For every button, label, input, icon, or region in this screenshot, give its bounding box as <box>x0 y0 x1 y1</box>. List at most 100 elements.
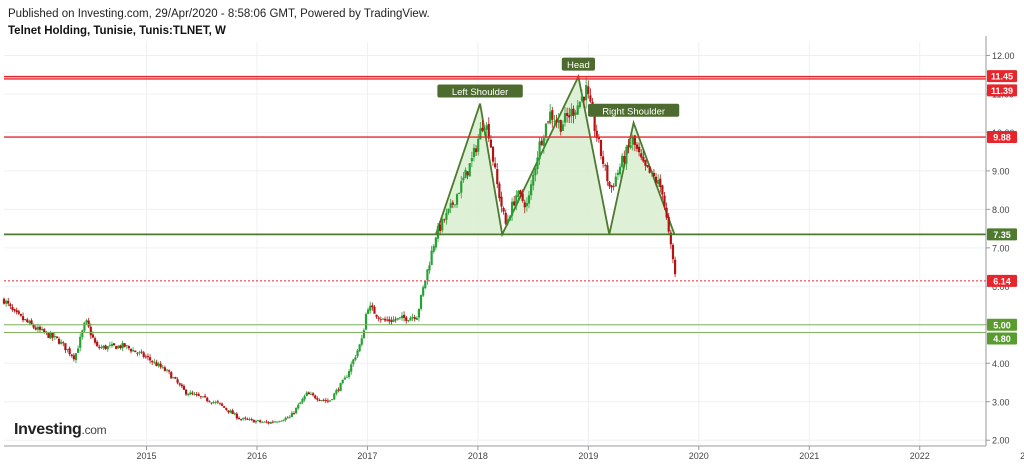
candle-body <box>411 316 414 318</box>
candle-body <box>525 202 528 207</box>
x-tick-label: 2019 <box>578 451 598 461</box>
candle-body <box>155 362 158 367</box>
candle-body <box>165 369 169 371</box>
candle-body <box>303 396 306 400</box>
support-tag <box>987 318 1017 331</box>
candle-body <box>407 320 410 322</box>
candle-body <box>93 338 97 343</box>
candle-body <box>661 185 664 195</box>
candle-body <box>9 304 12 307</box>
candle-body <box>138 352 141 354</box>
candle-body <box>659 178 662 188</box>
candle-body <box>479 128 482 140</box>
candle-body <box>483 130 486 132</box>
candle-body <box>309 393 313 395</box>
candle-body <box>254 420 258 423</box>
candle-body <box>568 115 571 118</box>
candle-body <box>388 319 391 322</box>
candle-body <box>549 111 552 124</box>
candle-body <box>256 420 260 422</box>
candle-body <box>55 336 59 338</box>
candle-body <box>38 326 42 330</box>
x-tick-label: 2015 <box>136 451 156 461</box>
candle-body <box>26 319 29 323</box>
candle-body <box>496 169 499 185</box>
candle-body <box>445 212 448 220</box>
candle-body <box>41 328 44 331</box>
candle-body <box>76 348 80 353</box>
pattern-label-box <box>437 84 523 98</box>
candle-body <box>542 138 545 147</box>
candle-body <box>623 156 626 163</box>
candle-body <box>625 146 628 164</box>
candle-body <box>654 176 658 183</box>
candle-body <box>112 343 116 346</box>
candle-body <box>530 184 533 196</box>
candle-body <box>646 165 649 167</box>
candle-body <box>585 85 588 101</box>
x-tick-label: 2020 <box>689 451 709 461</box>
investing-logo: Investing.com <box>14 421 107 439</box>
candle-body <box>657 180 660 184</box>
candle-body <box>462 177 465 181</box>
candle-body <box>123 343 126 347</box>
candle-body <box>248 419 251 420</box>
candle-body <box>250 419 253 420</box>
candle-body <box>367 309 370 314</box>
candle-body <box>320 400 323 401</box>
candle-body <box>642 156 645 162</box>
candle-body <box>51 332 54 338</box>
candle-body <box>422 287 425 296</box>
candle-body <box>292 413 296 414</box>
pattern-label-box <box>561 57 595 71</box>
published-note: Published on Investing.com, 29/Apr/2020 … <box>8 8 430 20</box>
candle-body <box>494 163 497 168</box>
candle-body <box>500 196 503 207</box>
candle-body <box>375 314 378 317</box>
candle-body <box>637 146 641 153</box>
candle-body <box>163 367 166 371</box>
candle-body <box>15 310 18 313</box>
candle-body <box>43 329 46 333</box>
candle-body <box>369 305 372 311</box>
candle-body <box>295 407 298 414</box>
candle-body <box>551 110 554 120</box>
candle-body <box>474 148 478 153</box>
candle-body <box>146 356 150 358</box>
candle-body <box>301 398 304 403</box>
candle-body <box>187 394 190 396</box>
candle-body <box>652 172 656 177</box>
candle-body <box>282 420 285 422</box>
y-tick-label: 2.00 <box>992 436 1010 446</box>
candle-body <box>360 338 363 345</box>
candle-body <box>85 320 88 323</box>
candle-body <box>337 389 340 391</box>
candle-body <box>629 145 632 148</box>
candle-body <box>604 165 607 167</box>
candle-body <box>606 165 609 182</box>
candle-body <box>612 185 615 187</box>
candle-body <box>199 396 202 398</box>
candle-body <box>489 139 493 148</box>
candle-body <box>392 319 395 322</box>
y-tick-label: 12.00 <box>992 51 1015 61</box>
candle-body <box>561 124 564 131</box>
candle-body <box>555 119 558 123</box>
candle-body <box>335 389 338 394</box>
candle-body <box>417 309 421 318</box>
candle-body <box>648 166 651 173</box>
candle-body <box>299 402 302 405</box>
candle-body <box>244 417 247 419</box>
candle-body <box>451 202 454 205</box>
candle-body <box>311 393 315 396</box>
candle-body <box>602 156 605 164</box>
candle-body <box>28 321 31 324</box>
candle-body <box>127 346 131 349</box>
candle-body <box>157 363 160 366</box>
candle-body <box>284 417 287 421</box>
candle-body <box>290 412 294 418</box>
candle-body <box>470 158 473 162</box>
candle-body <box>178 383 181 385</box>
candle-body <box>362 330 365 339</box>
